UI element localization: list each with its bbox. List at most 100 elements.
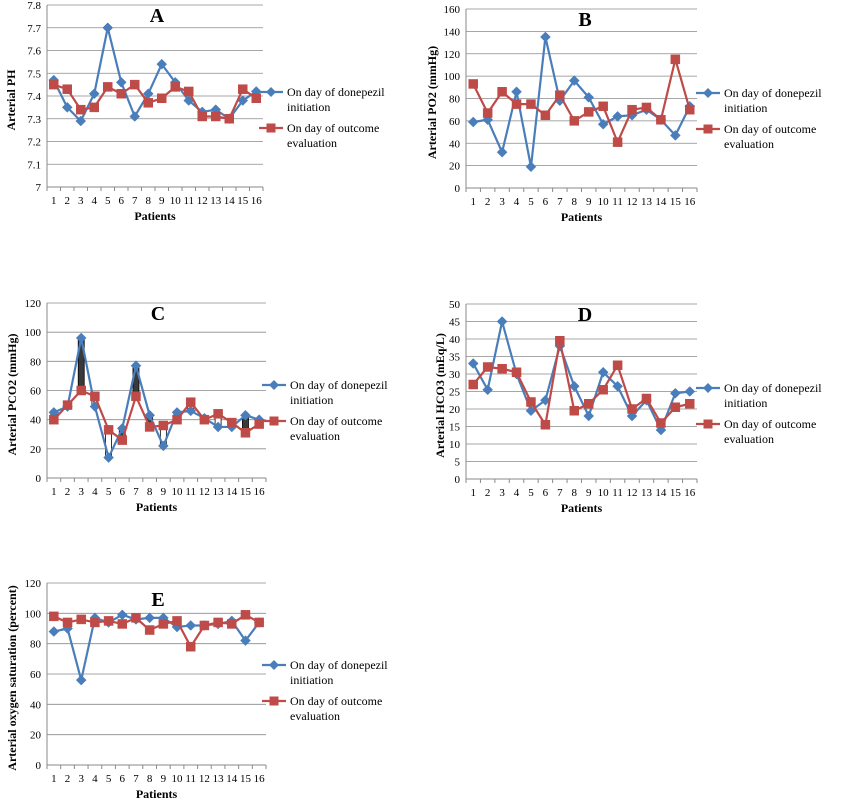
legend-marker-initiation: [266, 87, 276, 97]
panel-letter: E: [151, 589, 164, 611]
x-tick-label: 15: [240, 486, 252, 498]
data-point-outcome: [482, 362, 493, 372]
data-point-initiation: [185, 405, 197, 417]
data-point-initiation: [597, 366, 609, 378]
x-tick-label: 15: [670, 487, 682, 499]
x-tick-label: 10: [172, 486, 184, 498]
data-point-outcome: [117, 435, 128, 445]
data-point-initiation: [157, 440, 169, 452]
series-line-initiation: [473, 35, 691, 168]
x-tick-label: 16: [254, 486, 266, 498]
data-point-outcome: [598, 101, 608, 112]
data-point-outcome: [641, 102, 652, 113]
legend-marker-initiation: [269, 380, 279, 390]
x-tick-label: 7: [557, 487, 563, 499]
x-tick-label: 6: [543, 196, 549, 208]
data-point-outcome: [468, 79, 478, 89]
data-point-initiation: [669, 130, 681, 141]
legend-label-initiation: initiation: [724, 396, 767, 410]
x-tick-label: 9: [159, 195, 165, 207]
x-tick-label: 16: [684, 487, 696, 499]
legend-label-outcome: On day of outcome: [290, 414, 382, 428]
y-tick-label: 40: [449, 138, 461, 150]
data-point-initiation: [48, 626, 60, 637]
data-point-initiation: [525, 161, 537, 173]
data-point-initiation: [240, 409, 251, 421]
y-tick-label: 100: [25, 608, 42, 620]
y-tick-label: 40: [449, 334, 461, 346]
y-axis-label: Arterial PH: [4, 69, 18, 131]
data-point-outcome: [144, 625, 155, 635]
data-point-outcome: [227, 619, 237, 629]
y-tick-label: 20: [449, 161, 461, 173]
x-tick-label: 11: [185, 486, 196, 498]
x-tick-label: 6: [543, 487, 549, 499]
y-tick-label: 7.3: [27, 114, 41, 126]
data-point-outcome: [656, 418, 666, 428]
x-tick-label: 10: [598, 196, 610, 208]
y-tick-label: 80: [30, 356, 42, 368]
data-point-initiation: [144, 409, 156, 421]
data-point-outcome: [157, 93, 167, 104]
data-point-outcome: [641, 393, 652, 404]
x-axis-label: Patients: [561, 210, 603, 224]
legend-label-initiation: initiation: [290, 393, 333, 407]
data-point-outcome: [627, 404, 637, 414]
data-point-initiation: [583, 92, 595, 103]
data-point-initiation: [612, 111, 623, 122]
y-tick-label: 20: [30, 730, 42, 742]
data-point-outcome: [62, 84, 72, 94]
x-tick-label: 9: [161, 773, 167, 785]
data-point-outcome: [90, 617, 100, 628]
data-point-outcome: [569, 116, 580, 126]
data-point-outcome: [76, 614, 86, 625]
data-point-outcome: [254, 617, 264, 628]
x-tick-label: 4: [514, 487, 520, 499]
data-point-outcome: [185, 397, 196, 407]
x-tick-label: 5: [106, 773, 112, 785]
x-tick-label: 7: [557, 196, 563, 208]
legend-label-initiation: initiation: [724, 101, 767, 115]
data-point-outcome: [251, 93, 261, 104]
legend-label-outcome: evaluation: [290, 429, 340, 443]
panel-letter: B: [578, 9, 591, 31]
x-tick-label: 14: [224, 195, 236, 207]
x-tick-label: 4: [92, 195, 98, 207]
x-tick-label: 5: [528, 196, 534, 208]
x-tick-label: 16: [254, 773, 266, 785]
y-tick-label: 7: [36, 182, 42, 194]
y-tick-label: 20: [30, 444, 42, 456]
x-tick-label: 5: [528, 487, 534, 499]
data-point-initiation: [568, 75, 580, 86]
x-tick-label: 11: [612, 196, 623, 208]
data-point-initiation: [669, 387, 681, 399]
legend-label-initiation: On day of donepezil: [290, 658, 388, 672]
data-point-outcome: [526, 99, 536, 109]
data-point-outcome: [184, 86, 194, 97]
x-tick-label: 13: [213, 486, 225, 498]
data-point-outcome: [612, 360, 623, 370]
data-point-outcome: [240, 428, 251, 438]
data-point-outcome: [612, 137, 623, 147]
x-tick-label: 6: [120, 773, 126, 785]
data-point-outcome: [199, 620, 210, 631]
x-tick-label: 11: [183, 195, 194, 207]
data-point-outcome: [240, 610, 251, 620]
y-tick-label: 7.1: [27, 159, 41, 171]
data-point-outcome: [511, 367, 522, 377]
data-point-initiation: [88, 88, 100, 100]
x-tick-label: 6: [120, 486, 126, 498]
data-point-initiation: [612, 380, 623, 392]
data-point-outcome: [158, 619, 169, 629]
legend-label-outcome: evaluation: [287, 136, 337, 150]
y-tick-label: 160: [444, 4, 461, 16]
y-tick-label: 100: [25, 327, 42, 339]
data-point-outcome: [540, 110, 551, 121]
legend-label-outcome: evaluation: [724, 432, 774, 446]
x-tick-label: 3: [78, 773, 84, 785]
